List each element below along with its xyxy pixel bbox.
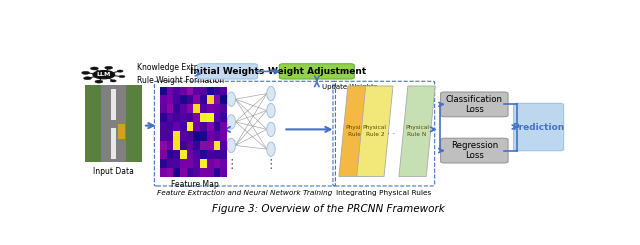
Ellipse shape: [227, 138, 236, 153]
Text: Prediction: Prediction: [513, 122, 564, 132]
Text: Physical
Rule 2: Physical Rule 2: [363, 125, 387, 137]
Ellipse shape: [227, 115, 236, 129]
FancyBboxPatch shape: [280, 64, 355, 79]
Ellipse shape: [267, 122, 275, 136]
Ellipse shape: [227, 92, 236, 106]
Text: Weight Adjustment: Weight Adjustment: [268, 67, 366, 76]
Text: Feature Map: Feature Map: [171, 180, 219, 189]
Polygon shape: [339, 86, 375, 177]
Text: Input Data: Input Data: [93, 167, 134, 176]
Circle shape: [95, 80, 103, 83]
Circle shape: [83, 77, 92, 80]
Polygon shape: [356, 86, 393, 177]
Circle shape: [117, 70, 123, 72]
FancyBboxPatch shape: [198, 64, 257, 79]
Circle shape: [119, 75, 125, 78]
FancyBboxPatch shape: [440, 138, 508, 163]
Text: Integrating Physical Rules: Integrating Physical Rules: [336, 190, 431, 196]
Text: Classification
Loss: Classification Loss: [446, 95, 503, 114]
FancyBboxPatch shape: [513, 103, 564, 151]
Ellipse shape: [267, 86, 275, 101]
Text: Physical
Rule N: Physical Rule N: [405, 125, 429, 137]
Text: Figure 3: Overview of the PRCNN Framework: Figure 3: Overview of the PRCNN Framewor…: [212, 204, 444, 214]
Text: Knowledge Extracted: Knowledge Extracted: [137, 63, 218, 72]
Polygon shape: [399, 86, 435, 177]
Text: Rule Weight Formation: Rule Weight Formation: [137, 76, 224, 85]
Ellipse shape: [267, 142, 275, 156]
Text: Regression
Loss: Regression Loss: [451, 141, 498, 160]
Circle shape: [110, 80, 116, 82]
Text: ⋮: ⋮: [225, 158, 237, 171]
FancyBboxPatch shape: [440, 92, 508, 117]
Ellipse shape: [267, 103, 275, 118]
Text: ⋮: ⋮: [265, 158, 277, 171]
Circle shape: [90, 67, 99, 70]
Text: Initial Weights: Initial Weights: [191, 67, 265, 76]
Text: LLM: LLM: [97, 72, 111, 77]
Text: Update Weights: Update Weights: [322, 84, 377, 90]
Circle shape: [82, 71, 90, 74]
Text: Physical
Rule 1: Physical Rule 1: [345, 125, 369, 137]
Text: Feature Extraction and Neural Network Training: Feature Extraction and Neural Network Tr…: [157, 190, 333, 196]
Circle shape: [93, 71, 115, 79]
Text: . . .: . . .: [383, 127, 396, 136]
Circle shape: [105, 66, 113, 69]
